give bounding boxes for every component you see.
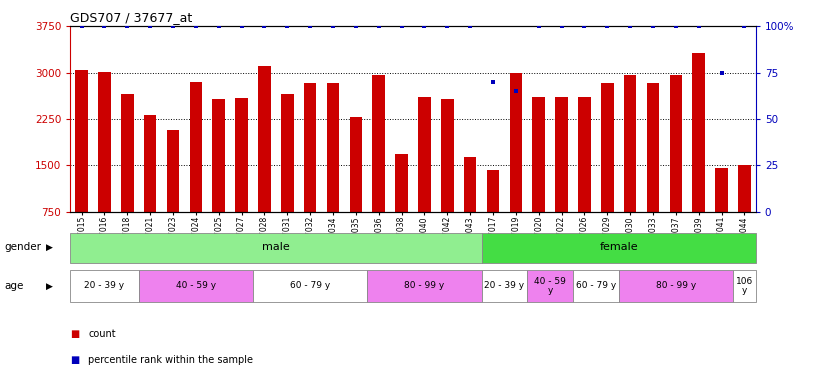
Bar	[253, 270, 368, 302]
Bar	[624, 75, 636, 212]
Bar	[510, 73, 522, 212]
Bar	[670, 75, 682, 212]
Bar	[692, 53, 705, 212]
Text: 60 - 79 y: 60 - 79 y	[576, 281, 616, 290]
Bar	[70, 270, 139, 302]
Bar	[144, 115, 156, 212]
Bar	[98, 72, 111, 212]
Bar	[601, 82, 614, 212]
Text: 20 - 39 y: 20 - 39 y	[484, 281, 525, 290]
Text: 40 - 59
y: 40 - 59 y	[534, 277, 566, 295]
Bar	[578, 98, 591, 212]
Text: 40 - 59 y: 40 - 59 y	[176, 281, 216, 290]
Bar	[527, 270, 573, 302]
Bar	[573, 270, 619, 302]
Text: GDS707 / 37677_at: GDS707 / 37677_at	[70, 11, 192, 24]
Text: 80 - 99 y: 80 - 99 y	[656, 281, 696, 290]
Text: percentile rank within the sample: percentile rank within the sample	[88, 355, 254, 365]
Bar	[190, 82, 202, 212]
Text: ▶: ▶	[46, 281, 53, 290]
Bar	[441, 99, 453, 212]
Bar	[418, 97, 430, 212]
Text: ■: ■	[70, 355, 79, 365]
Bar	[482, 270, 527, 302]
Text: 80 - 99 y: 80 - 99 y	[404, 281, 444, 290]
Text: gender: gender	[4, 243, 41, 252]
Bar	[464, 157, 477, 212]
Bar	[738, 165, 751, 212]
Bar	[373, 75, 385, 212]
Bar	[533, 97, 545, 212]
Text: ■: ■	[70, 329, 79, 339]
Bar	[70, 232, 482, 262]
Bar	[121, 94, 134, 212]
Text: 60 - 79 y: 60 - 79 y	[290, 281, 330, 290]
Bar	[75, 70, 88, 212]
Bar	[259, 66, 271, 212]
Bar	[619, 270, 733, 302]
Bar	[235, 98, 248, 212]
Bar	[487, 170, 499, 212]
Text: 20 - 39 y: 20 - 39 y	[84, 281, 125, 290]
Bar	[139, 270, 253, 302]
Bar	[396, 154, 408, 212]
Bar	[368, 270, 482, 302]
Bar	[281, 94, 293, 212]
Text: 106
y: 106 y	[736, 277, 753, 295]
Bar	[647, 82, 659, 212]
Bar	[555, 98, 567, 212]
Text: ▶: ▶	[46, 243, 53, 252]
Text: age: age	[4, 281, 23, 291]
Text: female: female	[600, 243, 638, 252]
Bar	[482, 232, 756, 262]
Text: male: male	[262, 243, 290, 252]
Bar	[733, 270, 756, 302]
Bar	[349, 117, 362, 212]
Bar	[304, 82, 316, 212]
Bar	[212, 99, 225, 212]
Bar	[167, 130, 179, 212]
Text: count: count	[88, 329, 116, 339]
Bar	[715, 168, 728, 212]
Bar	[327, 83, 339, 212]
